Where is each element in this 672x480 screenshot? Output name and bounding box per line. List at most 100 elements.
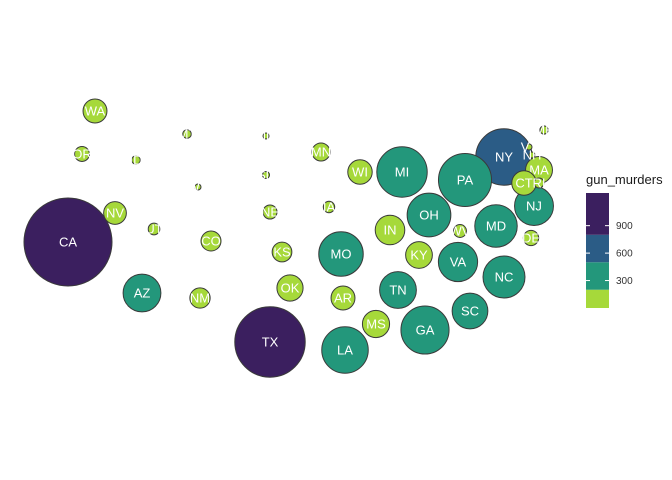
bubble-label-ms: MS — [366, 317, 386, 332]
state-bubble-wi: WI — [347, 159, 373, 185]
legend-color-band-3 — [586, 193, 609, 235]
state-bubble-nm: NM — [189, 287, 211, 309]
bubble-label-az: AZ — [134, 286, 151, 301]
bubble-label-nv: NV — [106, 206, 124, 221]
state-bubble-ia: IA — [322, 200, 336, 215]
bubble-label-vt: VT — [521, 140, 538, 155]
bubble-label-pa: PA — [457, 173, 474, 188]
bubble-circle-wv — [453, 224, 467, 238]
state-bubble-nj: NJ — [514, 186, 554, 226]
bubble-label-ct: CT — [515, 176, 532, 191]
bubble-circle-la — [321, 326, 369, 374]
bubble-circle-de — [522, 229, 540, 247]
bubble-label-ut: UT — [145, 222, 162, 237]
bubble-circle-md — [474, 204, 518, 248]
state-bubble-la: LA — [321, 326, 369, 374]
bubble-label-ma: MA — [529, 163, 549, 178]
bubble-circle-ok — [276, 274, 304, 302]
legend: gun_murders 300 600 900 — [586, 172, 663, 308]
state-bubble-az: AZ — [122, 273, 162, 313]
bubble-circle-va — [437, 241, 479, 283]
bubble-circle-ga — [400, 305, 450, 355]
bubble-label-ky: KY — [410, 248, 428, 263]
bubble-circle-ms — [361, 309, 391, 339]
state-bubble-oh: OH — [406, 192, 452, 238]
state-bubble-ca: CA — [23, 197, 113, 287]
bubble-circle-nd — [262, 132, 270, 140]
bubble-label-ri: RI — [533, 176, 546, 191]
bubble-label-nh: NH — [523, 148, 542, 163]
state-bubble-ok: OK — [276, 274, 304, 302]
state-bubble-va: VA — [437, 241, 479, 283]
bubble-circle-oh — [406, 192, 452, 238]
bubble-label-nc: NC — [495, 270, 514, 285]
bubble-circle-wi — [347, 159, 373, 185]
bubble-label-md: MD — [486, 219, 506, 234]
bubble-label-ne: NE — [261, 205, 279, 220]
bubble-label-va: VA — [450, 255, 467, 270]
bubble-circle-pa — [437, 152, 493, 208]
bubble-circle-ks — [271, 241, 293, 263]
bubble-label-wa: WA — [85, 104, 106, 119]
bubble-circle-me — [539, 125, 549, 135]
bubble-circle-co — [200, 230, 222, 252]
state-bubble-wv: WV — [450, 224, 471, 239]
bubble-label-mn: MN — [311, 145, 331, 160]
state-bubble-id: ID — [130, 153, 143, 168]
legend-tick-label-0: 300 — [616, 276, 633, 287]
bubble-label-wy: WY — [188, 180, 209, 195]
bubble-circle-tn — [379, 271, 417, 309]
bubble-label-mi: MI — [395, 165, 409, 180]
state-bubble-ms: MS — [361, 309, 391, 339]
bubble-circle-ne — [262, 204, 278, 220]
state-bubble-nv: NV — [103, 201, 127, 225]
state-bubble-ky: KY — [405, 241, 433, 269]
bubble-circle-tx — [234, 306, 306, 378]
bubble-circle-wy — [194, 183, 202, 191]
bubble-circle-ia — [322, 200, 336, 214]
state-bubble-ut: UT — [145, 222, 162, 237]
bubble-label-mt: MT — [178, 127, 197, 142]
legend-title: gun_murders — [586, 172, 663, 187]
bubble-circle-sd — [261, 170, 271, 180]
state-bubble-ri: RI — [533, 176, 546, 191]
bubble-circle-id — [131, 155, 141, 165]
state-bubble-pa: PA — [437, 152, 493, 208]
state-bubble-ar: AR — [330, 285, 356, 311]
bubble-label-sd: SD — [257, 168, 275, 183]
bubble-label-nm: NM — [190, 291, 210, 306]
bubble-circle-ri — [533, 177, 545, 189]
bubble-circle-ky — [405, 241, 433, 269]
bubble-circle-ar — [330, 285, 356, 311]
state-bubble-sc: SC — [451, 292, 489, 330]
bubble-circle-ut — [147, 222, 161, 236]
state-bubble-sd: SD — [257, 168, 275, 183]
bubble-label-ia: IA — [323, 200, 336, 215]
state-bubble-tn: TN — [379, 271, 417, 309]
legend-color-band-2 — [586, 234, 609, 263]
state-bubble-nh: NH — [523, 148, 542, 163]
bubble-label-ny: NY — [495, 150, 513, 165]
bubble-label-co: CO — [201, 234, 221, 249]
bubble-label-nd: ND — [257, 129, 276, 144]
legend-color-band-0 — [586, 289, 609, 308]
bubble-label-wi: WI — [352, 165, 368, 180]
bubble-circle-vt — [525, 143, 533, 151]
bubble-label-de: DE — [522, 231, 540, 246]
legend-color-band-1 — [586, 262, 609, 290]
bubble-label-me: ME — [534, 123, 554, 138]
legend-colorbar — [586, 193, 609, 308]
bubble-label-ar: AR — [334, 291, 352, 306]
state-bubble-mo: MO — [318, 231, 364, 277]
bubble-label-tn: TN — [389, 283, 406, 298]
state-bubble-de: DE — [522, 229, 540, 247]
bubble-circle-az — [122, 273, 162, 313]
bubble-label-ga: GA — [416, 323, 435, 338]
state-bubble-in: IN — [374, 214, 406, 246]
legend-tick-label-2: 900 — [616, 221, 633, 232]
bubble-circle-wa — [82, 98, 108, 124]
state-bubble-ks: KS — [271, 241, 293, 263]
legend-tick-label-1: 600 — [616, 249, 633, 260]
bubble-label-oh: OH — [419, 208, 439, 223]
